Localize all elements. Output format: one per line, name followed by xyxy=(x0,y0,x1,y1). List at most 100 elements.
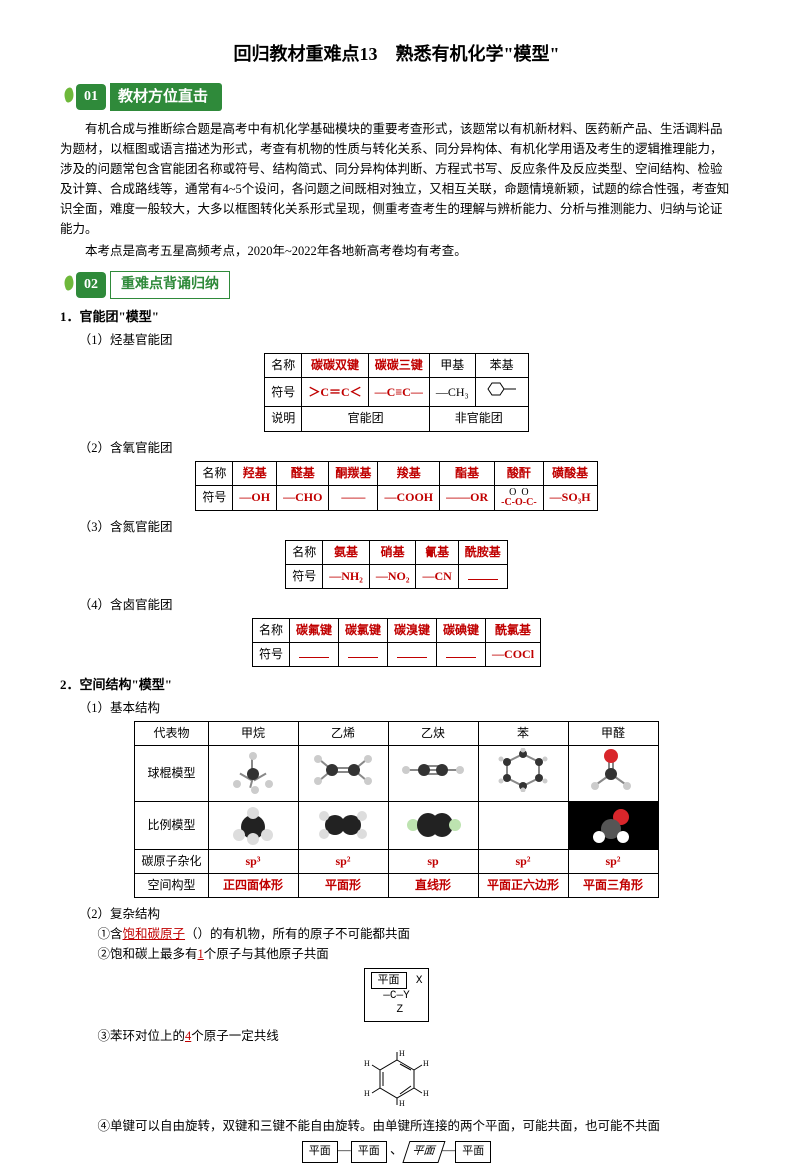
cell: 直线形 xyxy=(388,873,478,897)
plane-label: 平面 xyxy=(351,1141,387,1163)
cell: —OH xyxy=(233,485,277,510)
sub-2-2: （2）复杂结构 xyxy=(79,904,733,924)
cell: —CN xyxy=(416,564,458,588)
text: ②饱和碳上最多有 xyxy=(98,947,198,961)
cell xyxy=(338,643,387,667)
cell: 平面三角形 xyxy=(568,873,658,897)
cell: 碳氟键 xyxy=(289,619,338,643)
cell: sp² xyxy=(478,849,568,873)
sub-1-3: （3）含氮官能团 xyxy=(79,517,733,537)
paragraph-2: 本考点是高考五星高频考点，2020年~2022年各地新高考卷均有考查。 xyxy=(60,241,733,261)
cell: 平面正六边形 xyxy=(478,873,568,897)
cell: —C≡C— xyxy=(368,378,429,407)
section-2-title: 重难点背诵归纳 xyxy=(110,271,230,299)
cell: 酰胺基 xyxy=(458,540,507,564)
cell: 符号 xyxy=(265,378,302,407)
sub-1-1: （1）烃基官能团 xyxy=(79,330,733,350)
cell: 碳原子杂化 xyxy=(135,849,208,873)
benzene-ballstick-icon xyxy=(478,746,568,801)
cell: 官能团 xyxy=(302,407,430,431)
leaf-icon xyxy=(60,86,80,108)
section-1-title: 教材方位直击 xyxy=(110,83,222,111)
cell: —— xyxy=(329,485,378,510)
text: 个原子一定共线 xyxy=(191,1029,279,1043)
row-cpk: 比例模型 xyxy=(135,801,208,849)
cell: 碳碳双键 xyxy=(302,353,368,377)
diagram-xyz: 平面 X—C—Y Z xyxy=(60,968,733,1022)
ethene-cpk-icon xyxy=(298,801,388,849)
cell: 非官能团 xyxy=(429,407,528,431)
section-1-num: 01 xyxy=(76,84,106,110)
cell xyxy=(458,564,507,588)
cell: 甲基 xyxy=(429,353,475,377)
sub-1-2: （2）含氧官能团 xyxy=(79,438,733,458)
ethyne-cpk-icon xyxy=(388,801,478,849)
cell xyxy=(388,643,437,667)
svg-text:H: H xyxy=(399,1050,405,1058)
page-title: 回归教材重难点13 熟悉有机化学"模型" xyxy=(60,40,733,69)
separator: 、 xyxy=(390,1142,403,1157)
cell: —SO₃H xyxy=(543,485,597,510)
cell: 符号 xyxy=(196,485,233,510)
table-oxygen: 名称 羟基 醛基 酮羰基 羧基 酯基 酸酐 磺酸基 符号 —OH —CHO ——… xyxy=(195,461,597,511)
cell: —COCl xyxy=(486,643,541,667)
formaldehyde-cpk-icon xyxy=(568,801,658,849)
text: ③苯环对位上的 xyxy=(98,1029,186,1043)
cell: 代表物 xyxy=(135,722,208,746)
svg-text:H: H xyxy=(423,1089,429,1098)
svg-text:H: H xyxy=(364,1089,370,1098)
cell: 醛基 xyxy=(277,461,329,485)
cell: 酰氯基 xyxy=(486,619,541,643)
cell: sp² xyxy=(298,849,388,873)
section-1-header: 01 教材方位直击 xyxy=(60,83,733,111)
cell: 名称 xyxy=(252,619,289,643)
table-nitrogen: 名称 氨基 硝基 氰基 酰胺基 符号 —NH₂ —NO₂ —CN xyxy=(285,540,508,589)
benzene-cpk-icon xyxy=(478,801,568,849)
methane-ballstick-icon xyxy=(208,746,298,801)
cell: 平面形 xyxy=(298,873,388,897)
cell: 氰基 xyxy=(416,540,458,564)
cell: 酯基 xyxy=(440,461,495,485)
cell xyxy=(289,643,338,667)
plane-diagram: 平面—平面 、 平面—平面 xyxy=(60,1140,733,1163)
cell: 甲烷 xyxy=(208,722,298,746)
cell: ——OR xyxy=(440,485,495,510)
cell: 羟基 xyxy=(233,461,277,485)
li-4: ④单键可以自由旋转，双键和三键不能自由旋转。由单键所连接的两个平面，可能共面，也… xyxy=(98,1116,734,1136)
text: （）的有机物，所有的原子不可能都共面 xyxy=(185,927,410,941)
cell: —NO₂ xyxy=(369,564,416,588)
li-3: ③苯环对位上的4个原子一定共线 xyxy=(98,1026,734,1046)
cell: —CHO xyxy=(277,485,329,510)
leaf-icon-2 xyxy=(60,274,80,296)
cell: sp³ xyxy=(208,849,298,873)
cell: sp² xyxy=(568,849,658,873)
cell: 酸酐 xyxy=(495,461,544,485)
li-1: ①含饱和碳原子（）的有机物，所有的原子不可能都共面 xyxy=(98,924,734,944)
cell: 碳氯键 xyxy=(338,619,387,643)
cell: 磺酸基 xyxy=(543,461,597,485)
cell: sp xyxy=(388,849,478,873)
anhydride-icon: O O-C-O-C- xyxy=(495,485,544,510)
table-structure: 代表物 甲烷 乙烯 乙炔 苯 甲醛 球棍模型 xyxy=(134,721,658,898)
sub-2-1: （1）基本结构 xyxy=(79,698,733,718)
ethyne-ballstick-icon xyxy=(388,746,478,801)
cell: —CH₃ xyxy=(429,378,475,407)
ethene-ballstick-icon xyxy=(298,746,388,801)
cell: 碳碳三键 xyxy=(368,353,429,377)
section-2-header: 02 重难点背诵归纳 xyxy=(60,271,733,299)
cell: 碳溴键 xyxy=(388,619,437,643)
plane-label: 平面 xyxy=(302,1141,338,1163)
section-2-num: 02 xyxy=(76,272,106,298)
heading-1: 1．官能团"模型" xyxy=(60,307,733,328)
paragraph-1: 有机合成与推断综合题是高考中有机化学基础模块的重要考查形式，该题常以有机新材料、… xyxy=(60,119,733,239)
cell: 名称 xyxy=(286,540,323,564)
cell: 甲醛 xyxy=(568,722,658,746)
text: ①含 xyxy=(98,927,123,941)
cell: 名称 xyxy=(265,353,302,377)
cell xyxy=(437,643,486,667)
cell: 酮羰基 xyxy=(329,461,378,485)
cell: 苯 xyxy=(478,722,568,746)
heading-2: 2．空间结构"模型" xyxy=(60,675,733,696)
table-hydrocarbon: 名称 碳碳双键 碳碳三键 甲基 苯基 符号 ＞C＝C＜ —C≡C— —CH₃ 说… xyxy=(264,353,528,432)
cell: ＞C＝C＜ xyxy=(302,378,368,407)
